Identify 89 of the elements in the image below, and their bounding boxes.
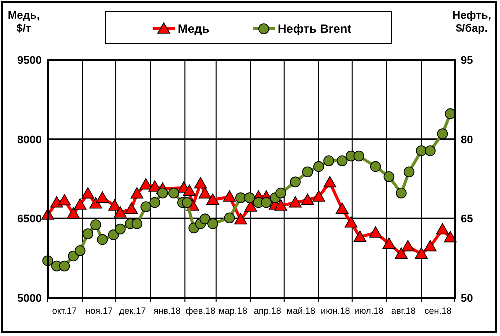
point [404,166,415,178]
point [424,240,437,252]
point [140,202,152,212]
x-tick-label: фев.18 [186,306,216,316]
y-tick-label: 9500 [18,55,42,67]
point [302,166,314,178]
point [82,228,94,240]
point [301,194,314,206]
point [276,188,286,199]
point [354,230,367,242]
point [97,234,108,246]
point [114,206,127,218]
y2-tick-label: 80 [461,134,474,146]
point [369,226,382,238]
point [150,197,160,208]
y2-tick-label: 50 [461,293,474,305]
point [244,192,256,204]
point [130,187,144,199]
x-tick-label: июн.18 [321,306,350,316]
point [236,192,246,204]
point [82,187,95,199]
x-tick-label: янв.18 [154,306,181,316]
y-tick-label: 5000 [18,293,42,305]
point [208,218,218,230]
point [324,176,337,188]
point [415,248,428,259]
point [74,246,86,256]
point [382,238,396,249]
y-axis-title: Медь, $/т [8,10,40,35]
point [370,161,382,172]
x-tick-label: сен.18 [424,306,452,316]
point [223,190,236,202]
y2-axis-title: Нефть, $/бар. [452,10,492,35]
y-tick-label: 8000 [18,134,42,146]
point [67,208,80,219]
x-tick-label: дек.17 [119,306,146,316]
point [194,177,208,189]
point [336,202,349,214]
point [384,171,395,182]
point [354,150,365,162]
y2-tick-label: 65 [461,214,474,226]
point [289,196,302,208]
point [336,156,348,166]
point [344,216,358,228]
point [312,190,326,202]
x-tick-label: июл.18 [354,306,384,316]
point [182,197,193,208]
x-tick-label: мар.18 [218,306,248,316]
point [425,146,436,156]
point [395,248,408,259]
point [108,200,122,211]
legend-label: Нефть Brent [278,22,352,36]
point [198,187,212,199]
point [132,218,143,230]
legend-label: Медь [178,22,210,36]
x-tick-label: ноя.17 [86,306,113,316]
point [200,214,211,225]
point [90,197,102,209]
point [206,194,220,206]
point [125,202,138,214]
point [168,188,180,199]
y2-tick-label: 95 [461,55,474,67]
x-tick-label: авг.18 [391,306,416,316]
point [436,223,450,235]
point [437,128,448,140]
point [234,213,248,225]
x-tick-label: окт.17 [52,306,78,316]
point [396,188,407,199]
point [290,176,301,188]
point [74,198,87,210]
point [115,224,126,235]
point [183,184,196,196]
point [157,188,168,199]
point [416,146,427,156]
point [314,161,324,172]
point [261,197,272,208]
point [402,240,415,252]
point [90,220,102,230]
y-tick-label: 6500 [18,214,42,226]
point [59,260,70,272]
x-tick-label: май.18 [286,306,316,316]
point [140,178,153,190]
point [58,194,72,206]
point [108,230,120,240]
point [324,156,334,166]
point [224,212,236,224]
x-tick-label: апр.18 [254,306,282,316]
point [96,192,110,203]
point [274,200,288,211]
